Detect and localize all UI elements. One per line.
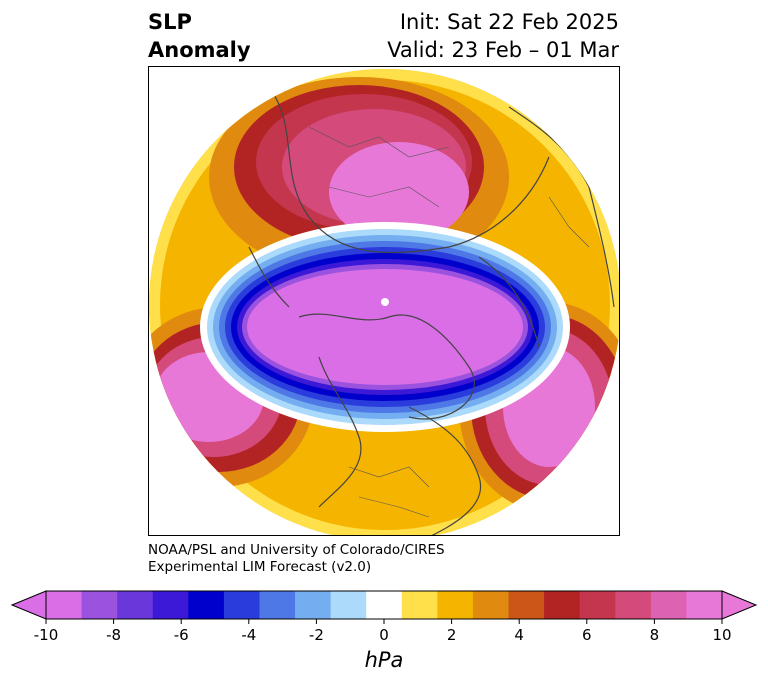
colorbar-swatch xyxy=(686,591,723,619)
colorbar-swatch xyxy=(544,591,581,619)
colorbar-swatch xyxy=(259,591,296,619)
coastlines xyxy=(248,86,615,535)
colorbar-swatch xyxy=(223,591,260,619)
colorbar-tick-label: -8 xyxy=(106,626,121,644)
colorbar-tick-label: 4 xyxy=(514,626,524,644)
colorbar-extend-high xyxy=(721,590,758,620)
credit-line-1: NOAA/PSL and University of Colorado/CIRE… xyxy=(148,542,445,558)
colorbar-swatch xyxy=(508,591,545,619)
colorbar-swatch xyxy=(152,591,189,619)
pole-marker xyxy=(381,298,389,306)
colorbar-tick-label: 2 xyxy=(447,626,457,644)
colorbar-swatch xyxy=(650,591,687,619)
colorbar-extend-low xyxy=(10,590,47,620)
colorbar-swatch xyxy=(81,591,118,619)
colorbar-tick-label: 0 xyxy=(379,626,389,644)
credit: NOAA/PSL and University of Colorado/CIRE… xyxy=(148,542,445,576)
colorbar-swatch xyxy=(117,591,154,619)
colorbar-swatch xyxy=(615,591,652,619)
high-siberia-core xyxy=(329,142,469,242)
forecast-dates: Init: Sat 22 Feb 2025 Valid: 23 Feb – 01… xyxy=(387,8,619,64)
borders xyxy=(308,126,590,518)
colorbar-tick-label: -10 xyxy=(34,626,59,644)
colorbar-tick-label: 6 xyxy=(582,626,592,644)
colorbar-swatch xyxy=(366,591,403,619)
colorbar-tick-label: -2 xyxy=(309,626,324,644)
polar-map-svg xyxy=(149,69,619,535)
colorbar-unit: hPa xyxy=(364,648,404,672)
map-title: SLP Anomaly xyxy=(148,8,251,64)
colorbar-swatch xyxy=(579,591,616,619)
colorbar-swatch xyxy=(437,591,474,619)
colorbar-swatch xyxy=(295,591,332,619)
colorbar-swatch xyxy=(188,591,225,619)
polar-map xyxy=(148,66,620,536)
title-line-anomaly: Anomaly xyxy=(148,38,251,62)
colorbar-swatch xyxy=(472,591,510,619)
init-date: Init: Sat 22 Feb 2025 xyxy=(399,10,619,34)
central-low xyxy=(200,222,570,432)
colorbar-swatch xyxy=(46,591,83,619)
colorbar-swatch xyxy=(401,591,438,619)
valid-date: Valid: 23 Feb – 01 Mar xyxy=(387,38,619,62)
colorbar-swatch xyxy=(330,591,367,619)
colorbar-tick-label: 8 xyxy=(650,626,660,644)
title-line-slp: SLP xyxy=(148,10,192,34)
colorbar-tick-label: -4 xyxy=(241,626,256,644)
colorbar-tick-label: -6 xyxy=(174,626,189,644)
colorbar: -10 -8 -6 -4 -2 0 2 4 6 8 10 xyxy=(10,588,758,658)
colorbar-svg: -10 -8 -6 -4 -2 0 2 4 6 8 10 xyxy=(10,590,758,644)
colorbar-tick-label: 10 xyxy=(712,626,731,644)
credit-line-2: Experimental LIM Forecast (v2.0) xyxy=(148,559,372,575)
